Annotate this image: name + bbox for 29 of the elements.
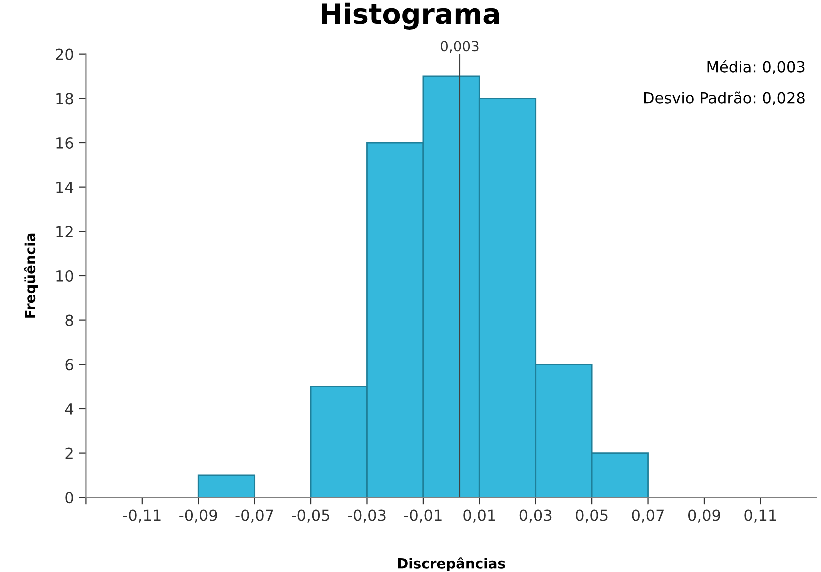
y-tick-label: 2	[66, 448, 73, 460]
x-tick-label: 0,01	[464, 510, 496, 523]
y-tick-label: 16	[56, 137, 74, 150]
y-tick-label: 12	[56, 226, 73, 238]
x-tick-label: -0,11	[123, 510, 161, 523]
x-tick-label: -0,05	[292, 510, 330, 523]
x-tick-label: 0,03	[520, 510, 552, 523]
y-tick-label: 14	[56, 182, 74, 194]
x-tick-label: 0,07	[632, 510, 664, 523]
annotation: Desvio Padrão: 0,028	[644, 92, 805, 106]
chart-title: Histograma	[322, 2, 500, 30]
y-tick-label: 20	[56, 48, 74, 60]
y-axis-title: Freqüência	[24, 234, 38, 318]
x-tick-label: 0,11	[744, 510, 776, 523]
ref-line-label: 0,003	[441, 41, 479, 54]
y-tick-label: 0	[66, 492, 74, 504]
x-tick-label: 0,09	[688, 510, 720, 523]
y-tick-label: 18	[56, 93, 74, 105]
y-tick-label: 10	[56, 270, 74, 282]
x-tick-label: -0,09	[180, 510, 218, 523]
x-axis-title: Discrepâncias	[398, 558, 506, 572]
x-tick-label: -0,07	[236, 510, 274, 523]
annotation: Média: 0,003	[708, 60, 805, 74]
y-tick-label: 6	[66, 359, 74, 371]
x-tick-label: -0,03	[348, 510, 386, 523]
y-tick-label: 4	[65, 404, 74, 415]
x-tick-label: 0,05	[576, 510, 608, 523]
x-tick-label: -0,01	[404, 510, 442, 523]
y-tick-label: 8	[66, 314, 74, 326]
